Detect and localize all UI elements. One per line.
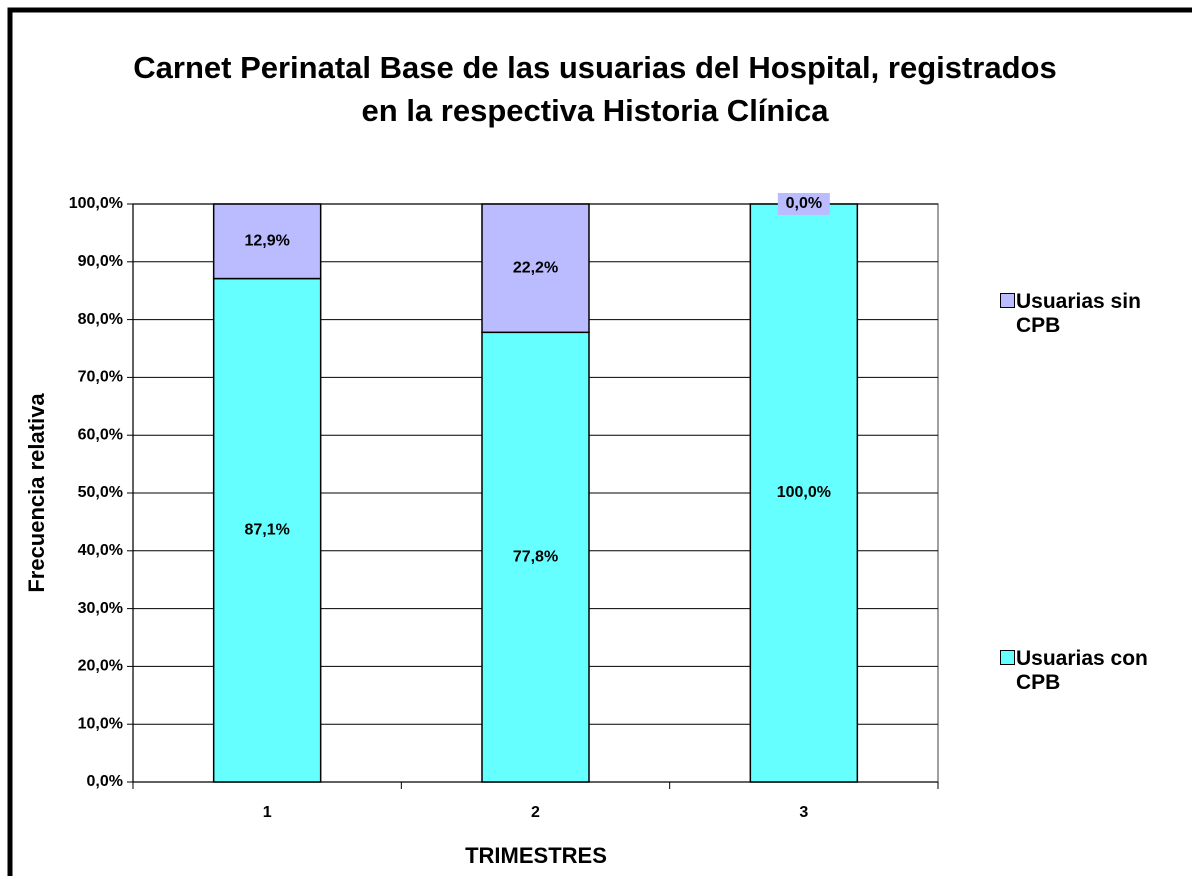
y-axis-label: Frecuencia relativa bbox=[24, 393, 49, 593]
x-tick-label: 2 bbox=[531, 804, 540, 821]
bar-segment bbox=[749, 203, 859, 783]
y-tick-label: 30,0% bbox=[78, 600, 123, 617]
y-tick-label: 0,0% bbox=[87, 773, 123, 790]
bar-segment bbox=[481, 331, 590, 783]
x-tick-label: 1 bbox=[263, 804, 272, 821]
y-tick-label: 70,0% bbox=[78, 369, 123, 386]
data-label: 87,1% bbox=[244, 521, 289, 538]
data-label: 100,0% bbox=[777, 484, 831, 501]
data-label-bg bbox=[241, 230, 294, 253]
y-tick-label: 100,0% bbox=[69, 195, 123, 212]
x-tick-label: 3 bbox=[799, 804, 808, 821]
data-label: 0,0% bbox=[786, 195, 822, 212]
legend-label: Usuarias sin CPB bbox=[1016, 290, 1141, 337]
y-tick-label: 60,0% bbox=[78, 426, 123, 443]
data-label: 12,9% bbox=[244, 232, 289, 249]
data-label: 22,2% bbox=[513, 259, 558, 276]
y-tick-label: 50,0% bbox=[78, 484, 123, 501]
y-tick-label: 40,0% bbox=[78, 542, 123, 559]
x-axis-label: TRIMESTRES bbox=[465, 843, 607, 868]
y-tick-label: 90,0% bbox=[78, 253, 123, 270]
legend-swatch bbox=[1000, 650, 1015, 665]
y-tick-label: 80,0% bbox=[78, 311, 123, 328]
legend-swatch bbox=[1000, 293, 1015, 308]
legend-label: Usuarias con CPB bbox=[1016, 647, 1148, 694]
chart-title: Carnet Perinatal Base de las usuarias de… bbox=[133, 50, 1057, 128]
bar-segment bbox=[212, 277, 322, 783]
y-tick-label: 10,0% bbox=[78, 715, 123, 732]
frame bbox=[7, 7, 1192, 876]
y-tick-label: 20,0% bbox=[78, 658, 123, 675]
data-label-bg bbox=[777, 193, 830, 215]
data-label-bg bbox=[509, 257, 562, 280]
data-label: 77,8% bbox=[513, 548, 558, 565]
